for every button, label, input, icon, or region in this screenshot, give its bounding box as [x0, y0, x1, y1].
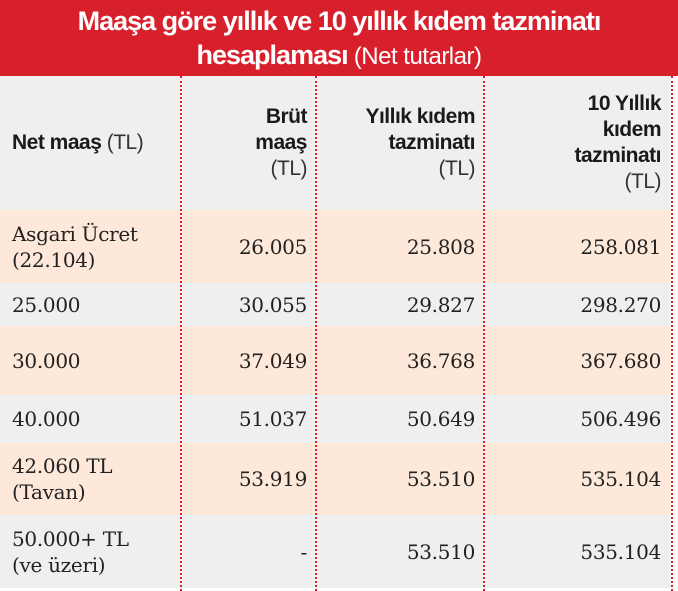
cell-10yr: 367.680: [483, 326, 671, 395]
header-10yr-severance: 10 Yıllık kıdem tazminatı (TL): [483, 76, 671, 210]
cell-net: 42.060 TL (Tavan): [0, 443, 180, 515]
10yr-severance: 535.104: [580, 467, 661, 491]
cell-10yr: 258.081: [483, 210, 671, 283]
cell-10yr: 506.496: [483, 395, 671, 443]
net-salary-note: (ve üzeri): [12, 552, 106, 577]
header-gross-salary: Brüt maaş (TL): [180, 76, 315, 210]
10yr-severance: 506.496: [580, 407, 661, 431]
gross-salary: 37.049: [238, 348, 307, 373]
column-divider: [315, 76, 317, 591]
table-row: Asgari Ücret (22.104) 26.005 25.808 258.0…: [0, 210, 671, 283]
title-bold: hesaplaması: [196, 40, 349, 70]
cell-gross: -: [180, 515, 315, 588]
gross-salary: 30.055: [238, 292, 307, 317]
header-label: maaş: [255, 131, 307, 154]
10yr-severance: 367.680: [580, 348, 661, 373]
column-divider: [180, 76, 182, 591]
cell-gross: 53.919: [180, 443, 315, 515]
cell-10yr: 298.270: [483, 283, 671, 326]
net-salary-note: (Tavan): [12, 480, 86, 504]
table-title: Maaşa göre yıllık ve 10 yıllık kıdem taz…: [0, 0, 678, 76]
table-row: 50.000+ TL (ve üzeri) - 53.510 535.104: [0, 515, 671, 588]
gross-salary: 53.919: [238, 467, 307, 491]
10yr-severance: 298.270: [580, 292, 661, 317]
title-subtitle: (Net tutarlar): [347, 43, 482, 70]
header-label: Yıllık kıdem: [365, 105, 475, 128]
gross-salary: 51.037: [238, 407, 307, 431]
cell-net: 50.000+ TL (ve üzeri): [0, 515, 180, 588]
header-label: Brüt: [265, 105, 308, 128]
header-net-salary: Net maaş (TL): [0, 76, 180, 210]
annual-severance: 53.510: [406, 467, 475, 491]
cell-annual: 53.510: [315, 443, 483, 515]
title-line-2: hesaplaması (Net tutarlar): [0, 38, 678, 74]
column-divider: [671, 76, 673, 591]
net-salary: 50.000+ TL: [12, 526, 129, 551]
net-salary: 40.000: [12, 407, 81, 431]
cell-annual: 53.510: [315, 515, 483, 588]
annual-severance: 50.649: [406, 407, 475, 431]
title-line-1: Maaşa göre yıllık ve 10 yıllık kıdem taz…: [77, 6, 602, 36]
cell-net: 30.000: [0, 326, 180, 395]
header-unit: (TL): [624, 170, 662, 193]
cell-gross: 51.037: [180, 395, 315, 443]
table-row: 42.060 TL (Tavan) 53.919 53.510 535.104: [0, 443, 671, 515]
annual-severance: 25.808: [406, 234, 475, 259]
cell-10yr: 535.104: [483, 443, 671, 515]
table-row: 25.000 30.055 29.827 298.270: [0, 283, 671, 326]
header-label: tazminatı: [574, 144, 661, 167]
header-annual-severance: Yıllık kıdem tazminatı (TL): [315, 76, 483, 210]
header-label: tazminatı: [388, 131, 475, 154]
table-row: 40.000 51.037 50.649 506.496: [0, 395, 671, 443]
net-salary-note: (22.104): [12, 247, 96, 272]
cell-annual: 29.827: [315, 283, 483, 326]
annual-severance: 29.827: [406, 292, 475, 317]
cell-annual: 36.768: [315, 326, 483, 395]
net-salary: 30.000: [12, 348, 81, 373]
cell-net: 25.000: [0, 283, 180, 326]
gross-salary: -: [300, 539, 308, 564]
header-label: Net maaş: [12, 131, 102, 154]
cell-gross: 26.005: [180, 210, 315, 283]
10yr-severance: 535.104: [580, 539, 661, 564]
annual-severance: 53.510: [406, 539, 475, 564]
column-divider: [483, 76, 485, 591]
cell-gross: 37.049: [180, 326, 315, 395]
header-unit: (TL): [101, 131, 144, 154]
net-salary: Asgari Ücret: [12, 221, 138, 246]
header-unit: (TL): [438, 157, 476, 180]
cell-net: 40.000: [0, 395, 180, 443]
header-label: kıdem: [602, 118, 662, 141]
header-label: 10 Yıllık: [587, 92, 662, 115]
gross-salary: 26.005: [238, 234, 307, 259]
table-row: 30.000 37.049 36.768 367.680: [0, 326, 671, 395]
annual-severance: 36.768: [406, 348, 475, 373]
cell-10yr: 535.104: [483, 515, 671, 588]
cell-annual: 50.649: [315, 395, 483, 443]
header-unit: (TL): [270, 157, 308, 180]
10yr-severance: 258.081: [580, 234, 661, 259]
cell-annual: 25.808: [315, 210, 483, 283]
net-salary: 25.000: [12, 292, 81, 317]
header-row: Net maaş (TL) Brüt maaş (TL) Yıllık kıde…: [0, 76, 671, 210]
cell-gross: 30.055: [180, 283, 315, 326]
net-salary: 42.060 TL: [12, 454, 113, 478]
cell-net: Asgari Ücret (22.104): [0, 210, 180, 283]
